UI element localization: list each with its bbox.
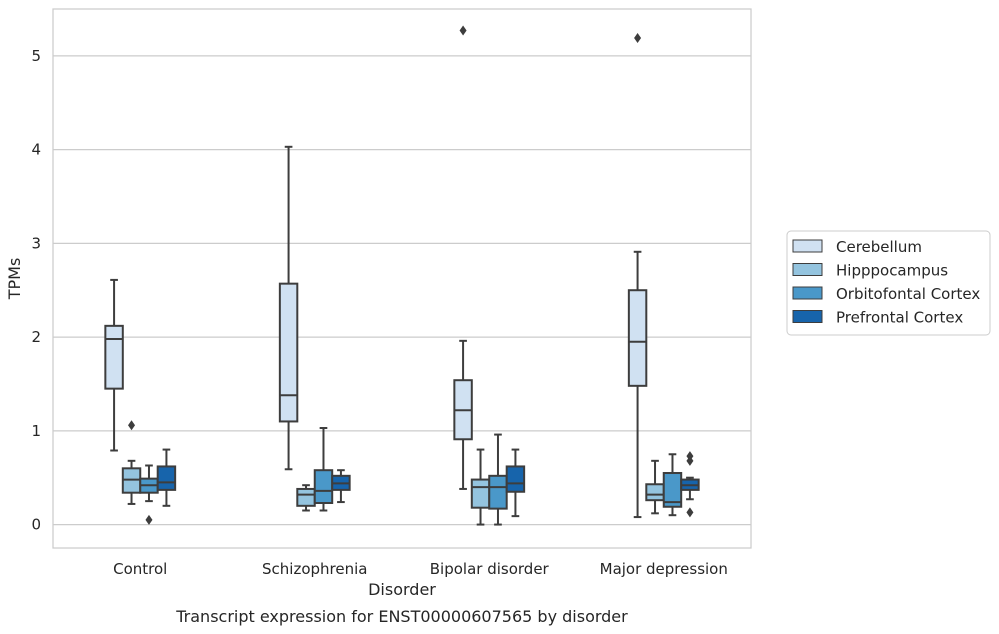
box-cerebellum bbox=[627, 33, 648, 519]
legend-label: Orbitofontal Cortex bbox=[836, 285, 980, 303]
box bbox=[296, 487, 316, 507]
box-hipppocampus bbox=[470, 448, 491, 526]
box bbox=[278, 282, 299, 423]
y-tick-label: 3 bbox=[31, 234, 41, 252]
x-tick-label: Major depression bbox=[600, 560, 728, 578]
legend-swatch bbox=[792, 286, 823, 300]
box-prefrontal-cortex bbox=[156, 448, 177, 507]
grid-lines bbox=[53, 55, 751, 526]
y-axis-ticks: 0 1 2 3 4 5 bbox=[31, 47, 41, 534]
plot-area bbox=[52, 8, 752, 549]
box bbox=[104, 324, 124, 390]
y-tick-label: 5 bbox=[31, 47, 41, 65]
x-axis-label: Disorder bbox=[368, 580, 436, 599]
box-orbitofontal-cortex bbox=[488, 433, 508, 526]
box bbox=[470, 478, 491, 509]
box bbox=[627, 289, 648, 387]
legend-swatch bbox=[792, 310, 823, 323]
outlier-point bbox=[686, 507, 694, 518]
legend-label: Hipppocampus bbox=[836, 262, 948, 280]
box-series bbox=[104, 25, 700, 526]
chart-caption: Transcript expression for ENST0000060756… bbox=[175, 607, 628, 626]
legend-frame bbox=[786, 230, 991, 336]
box-cerebellum bbox=[278, 145, 299, 471]
y-tick-label: 0 bbox=[31, 516, 41, 534]
x-tick-label: Control bbox=[113, 560, 167, 578]
y-tick-label: 2 bbox=[31, 328, 41, 346]
box-hipppocampus bbox=[645, 459, 665, 515]
x-axis-ticks: Control Schizophrenia Bipolar disorder Majo… bbox=[113, 560, 728, 578]
outlier-point bbox=[459, 25, 467, 36]
outlier-point bbox=[145, 514, 153, 525]
box bbox=[313, 469, 334, 505]
box-orbitofontal-cortex bbox=[662, 453, 683, 517]
box-hipppocampus bbox=[121, 420, 142, 505]
box-orbitofontal-cortex bbox=[139, 464, 159, 525]
legend-label: Cerebellum bbox=[836, 238, 922, 256]
y-axis-label: TPMs bbox=[5, 258, 24, 301]
box-prefrontal-cortex bbox=[505, 448, 526, 518]
box-hipppocampus bbox=[296, 484, 316, 512]
box-orbitofontal-cortex bbox=[313, 427, 334, 512]
outlier-point bbox=[128, 420, 136, 431]
x-tick-label: Schizophrenia bbox=[262, 560, 367, 578]
outlier-point bbox=[686, 455, 694, 466]
y-tick-label: 4 bbox=[31, 141, 41, 159]
box-prefrontal-cortex bbox=[331, 469, 351, 504]
box bbox=[645, 483, 665, 502]
box-cerebellum bbox=[453, 25, 473, 490]
legend-label: Prefrontal Cortex bbox=[836, 309, 963, 327]
legend-swatch bbox=[792, 239, 823, 253]
legend: Cerebellum Hipppocampus Orbitofontal Corte… bbox=[786, 230, 991, 336]
legend-swatch bbox=[792, 263, 823, 276]
box-cerebellum bbox=[104, 278, 124, 452]
y-tick-label: 1 bbox=[31, 422, 41, 440]
box bbox=[505, 465, 526, 493]
box bbox=[156, 465, 177, 491]
box-prefrontal-cortex bbox=[680, 451, 700, 518]
outlier-point bbox=[634, 33, 642, 44]
box bbox=[488, 474, 508, 510]
x-tick-label: Bipolar disorder bbox=[430, 560, 550, 578]
